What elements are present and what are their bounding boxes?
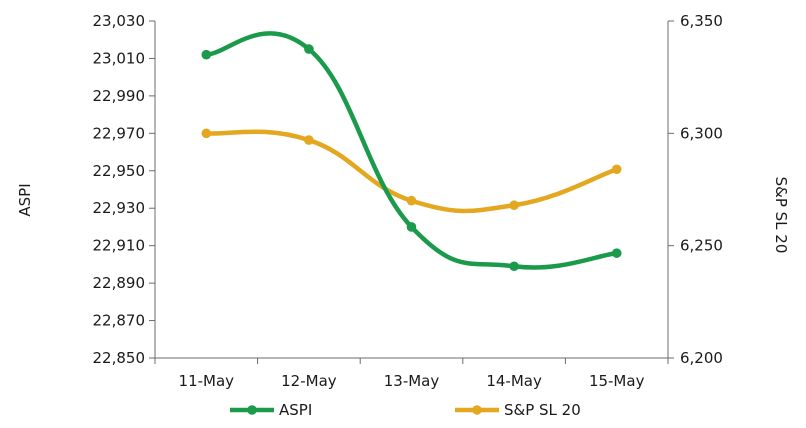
left-tick-label: 22,870	[93, 312, 146, 330]
left-tick-label: 23,010	[93, 49, 146, 67]
right-axis-title: S&P SL 20	[772, 177, 790, 254]
s-p-sl-20-point	[611, 164, 622, 175]
x-tick-label: 12-May	[281, 372, 337, 390]
right-tick-label: 6,300	[680, 124, 723, 142]
s-p-sl-20-point	[406, 195, 417, 206]
s-p-sl-20-legend-marker	[472, 405, 482, 415]
right-tick-label: 6,250	[680, 237, 723, 255]
aspi-line	[204, 31, 619, 270]
left-tick-label: 22,910	[93, 237, 146, 255]
left-tick-label: 22,990	[93, 87, 146, 105]
left-tick-label: 22,950	[93, 162, 146, 180]
axes	[154, 21, 669, 359]
aspi-point	[201, 49, 212, 60]
left-tick-label: 22,970	[93, 124, 146, 142]
right-axis-ticks: 6,200 6,250 6,300 6,350	[668, 12, 723, 367]
left-tick-label: 22,930	[93, 199, 146, 217]
right-tick-label: 6,350	[680, 12, 723, 30]
x-tick-label: 11-May	[179, 372, 235, 390]
x-tick-label: 15-May	[589, 372, 645, 390]
aspi-point	[509, 261, 519, 272]
left-axis-ticks: 22,850 22,870 22,890 22,910 22,930 22,950 22,9…	[93, 12, 155, 367]
left-tick-label: 22,850	[93, 349, 146, 367]
legend: ASPI S&P SL 20	[230, 401, 581, 419]
right-tick-label: 6,200	[680, 349, 723, 367]
s-p-sl-20-point	[304, 135, 314, 145]
left-tick-label: 23,030	[93, 12, 146, 30]
x-tick-label: 14-May	[486, 372, 542, 390]
s-p-sl-20-point	[509, 200, 519, 211]
x-tick-label: 13-May	[384, 372, 440, 390]
series-layer	[201, 31, 622, 272]
aspi-point	[406, 222, 417, 232]
aspi-point	[304, 44, 314, 54]
aspi-legend-label: ASPI	[279, 401, 312, 419]
x-axis-ticks: 11-May 12-May 13-May 14-May 15-May	[154, 358, 669, 390]
left-tick-label: 22,890	[93, 274, 146, 292]
s-p-sl-20-point	[201, 128, 212, 139]
s-p-sl-20-legend-label: S&P SL 20	[504, 401, 581, 419]
aspi-point	[611, 248, 622, 258]
left-axis-title: ASPI	[16, 183, 34, 216]
aspi-legend-marker	[247, 405, 257, 415]
